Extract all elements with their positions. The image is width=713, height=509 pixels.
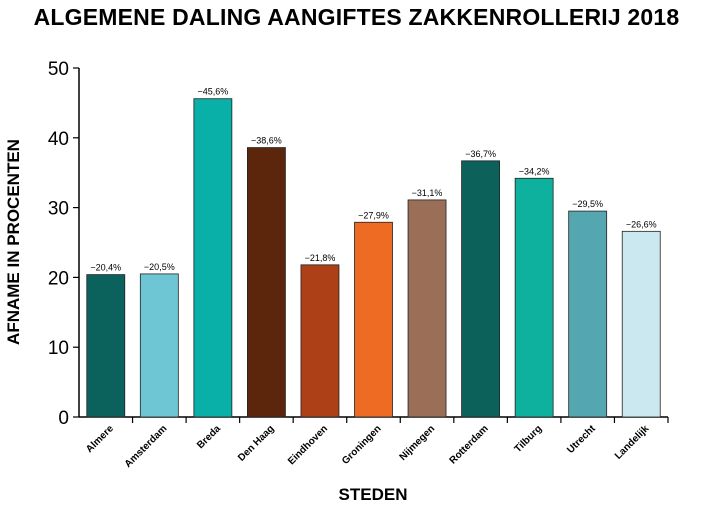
value-label: −27,9% (358, 210, 389, 220)
bar-tilburg (514, 177, 554, 418)
bar-den-haag (247, 147, 286, 418)
y-tick-label: 0 (58, 408, 69, 429)
value-label: −38,6% (251, 136, 282, 146)
y-tick-label: 20 (48, 268, 69, 289)
bar-almere (86, 274, 126, 418)
category-label: Landelijk (613, 423, 652, 462)
value-label: −26,6% (626, 219, 657, 229)
category-label: Groningen (340, 423, 384, 467)
category-label: Den Haag (236, 423, 276, 463)
x-axis-label: STEDEN (339, 485, 408, 504)
value-label: −20,5% (144, 262, 175, 272)
category-label: Rotterdam (448, 423, 491, 466)
value-label: −20,4% (90, 263, 121, 273)
y-tick-label: 40 (48, 129, 69, 150)
bars (86, 98, 661, 418)
y-ticks: 0 10 20 30 40 50 (48, 59, 79, 429)
category-label: Almere (84, 423, 116, 455)
bar-rotterdam (461, 160, 500, 418)
category-labels: Almere Amsterdam Breda Den Haag Eindhoven Gro… (84, 423, 652, 470)
y-tick-label: 10 (48, 338, 69, 359)
category-label: Breda (195, 423, 223, 451)
category-label: Tilburg (513, 423, 545, 455)
chart-title: ALGEMENE DALING AANGIFTES ZAKKENROLLERIJ… (33, 4, 680, 30)
value-label: −36,7% (465, 149, 496, 159)
y-tick-label: 50 (48, 59, 69, 80)
bar-breda (193, 98, 233, 418)
category-label: Eindhoven (286, 423, 330, 467)
bar-amsterdam (139, 273, 179, 418)
category-label: Utrecht (565, 423, 598, 456)
bar-landelijk (621, 230, 661, 418)
value-label: −31,1% (412, 188, 443, 198)
category-label: Nijmegen (398, 423, 438, 463)
bar-eindhoven (300, 264, 340, 418)
value-label: −34,2% (519, 166, 550, 176)
category-label: Amsterdam (123, 423, 170, 470)
value-label: −21,8% (305, 253, 336, 263)
bar-nijmegen (407, 199, 447, 418)
y-tick-label: 30 (48, 199, 69, 220)
value-label: −45,6% (197, 87, 228, 97)
y-axis-label: AFNAME IN PROCENTEN (4, 139, 23, 345)
value-labels: −20,4% −20,5% −45,6% −38,6% −21,8% −27,9% −31,… (90, 87, 656, 273)
bar-groningen (354, 221, 393, 418)
value-label: −29,5% (572, 199, 603, 209)
bar-utrecht (568, 210, 608, 418)
x-ticks (131, 417, 669, 423)
